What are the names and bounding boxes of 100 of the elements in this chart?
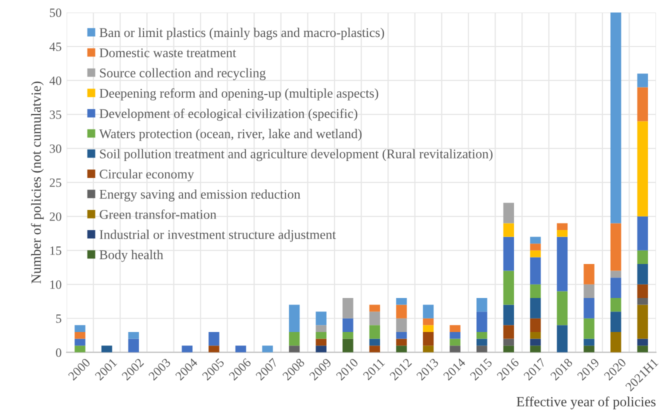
bar bbox=[422, 332, 434, 346]
bar bbox=[74, 332, 86, 339]
bar bbox=[182, 346, 193, 352]
bar bbox=[637, 304, 648, 339]
bar bbox=[288, 332, 300, 346]
y-tick-label: 25 bbox=[50, 178, 62, 187]
bar bbox=[584, 346, 594, 352]
y-tick-label: 40 bbox=[49, 76, 62, 85]
bar bbox=[262, 346, 273, 352]
bar bbox=[128, 338, 139, 352]
bar bbox=[208, 346, 220, 352]
bar bbox=[422, 318, 434, 326]
bar bbox=[637, 87, 648, 122]
bar bbox=[610, 298, 622, 312]
bar bbox=[637, 338, 648, 346]
legend-label: Deepening reform and opening-up (multiple aspects) bbox=[100, 88, 378, 100]
bar bbox=[422, 304, 434, 318]
legend-label: Green transfor-mation bbox=[100, 209, 216, 219]
bar bbox=[369, 346, 380, 352]
bar bbox=[316, 346, 326, 352]
bar bbox=[369, 338, 380, 346]
y-tick-label: 0 bbox=[56, 348, 62, 357]
legend-label: Industrial or investment structure adjustment bbox=[100, 230, 336, 242]
bar bbox=[503, 270, 514, 305]
y-tick-label: 20 bbox=[50, 212, 62, 221]
bar bbox=[422, 325, 434, 332]
y-tick-label: 5 bbox=[56, 314, 62, 323]
y-axis-title: Number of policies (not cumulatvie) bbox=[30, 82, 44, 284]
bar bbox=[476, 312, 488, 332]
y-tick-label: 30 bbox=[50, 144, 62, 153]
bar bbox=[342, 298, 354, 318]
bar bbox=[503, 325, 514, 339]
bar bbox=[637, 121, 648, 216]
legend-label: Energy saving and emission reduction bbox=[100, 189, 300, 202]
bar bbox=[503, 202, 514, 224]
legend-label: Circular economy bbox=[100, 169, 194, 182]
bar bbox=[74, 325, 86, 332]
bar bbox=[316, 312, 326, 326]
legend-label: Domestic waste treatment bbox=[100, 48, 236, 58]
bar bbox=[450, 338, 460, 346]
bar bbox=[610, 223, 622, 271]
bar bbox=[556, 236, 568, 292]
y-tick-label: 45 bbox=[49, 42, 62, 51]
bar bbox=[316, 332, 326, 339]
bar bbox=[476, 338, 488, 346]
bar bbox=[584, 284, 594, 298]
bar bbox=[610, 12, 622, 224]
bar bbox=[610, 332, 622, 352]
y-tick-label: 15 bbox=[50, 246, 62, 255]
bar bbox=[637, 250, 648, 264]
y-tick-label: 35 bbox=[50, 110, 62, 119]
bar bbox=[422, 346, 434, 352]
bar bbox=[342, 318, 354, 332]
legend-label: Development of ecological civilization (specific) bbox=[100, 108, 358, 121]
bar bbox=[530, 332, 541, 339]
bar bbox=[450, 325, 460, 332]
legend-label: Body health bbox=[100, 250, 164, 262]
bar bbox=[530, 346, 541, 352]
bar bbox=[396, 318, 407, 332]
bar bbox=[637, 298, 648, 305]
bar bbox=[530, 338, 541, 346]
bar bbox=[369, 325, 380, 339]
legend-label: Soil pollution treatment and agriculture development (Rural revitalization) bbox=[100, 149, 492, 162]
bar bbox=[396, 338, 407, 346]
bar bbox=[584, 338, 594, 346]
bar bbox=[476, 332, 488, 339]
bar bbox=[396, 332, 407, 339]
bar bbox=[556, 230, 568, 237]
bar bbox=[530, 284, 541, 298]
bar bbox=[503, 338, 514, 346]
bar bbox=[128, 332, 139, 339]
bar bbox=[74, 346, 86, 352]
bar bbox=[342, 338, 354, 352]
bar bbox=[637, 264, 648, 284]
bar bbox=[369, 304, 380, 312]
bar bbox=[288, 346, 300, 352]
bar bbox=[610, 270, 622, 278]
bar bbox=[101, 346, 112, 352]
bar bbox=[208, 332, 220, 346]
legend-label: Source collection and recycling bbox=[100, 68, 266, 80]
bar bbox=[556, 223, 568, 230]
legend-label: Ban or limit plastics (mainly bags and macro-plastics) bbox=[100, 28, 384, 40]
bar bbox=[530, 250, 541, 258]
bar bbox=[637, 346, 648, 352]
bar bbox=[530, 298, 541, 318]
bar bbox=[369, 312, 380, 326]
bar bbox=[316, 338, 326, 346]
legend-label: Waters protection (ocean, river, lake and wetland) bbox=[99, 128, 362, 141]
bar bbox=[74, 338, 86, 346]
bar bbox=[530, 244, 541, 250]
bar bbox=[396, 346, 407, 352]
bar bbox=[503, 346, 514, 352]
x-axis-title: Effective year of policies bbox=[516, 396, 656, 410]
bar bbox=[530, 257, 541, 284]
y-tick-label: 10 bbox=[50, 280, 62, 289]
bar bbox=[342, 332, 354, 339]
bar bbox=[610, 312, 622, 332]
bar bbox=[396, 304, 407, 318]
bar bbox=[450, 332, 460, 339]
bar bbox=[637, 284, 648, 298]
